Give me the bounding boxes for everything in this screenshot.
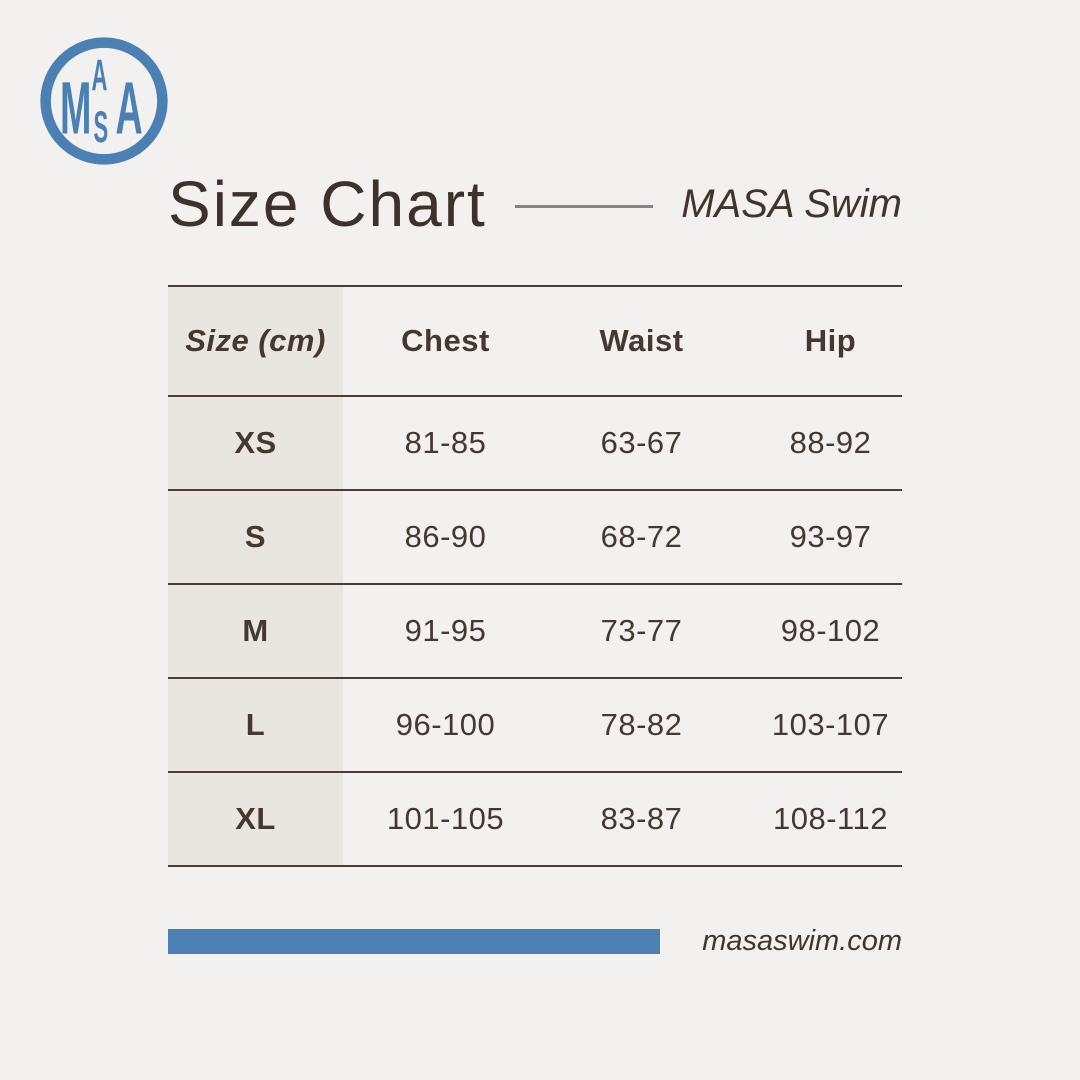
column-header-size: Size (cm) — [168, 286, 343, 396]
footer: masaswim.com — [168, 918, 902, 964]
column-header-hip: Hip — [804, 323, 857, 358]
waist-value: 73-77 — [600, 613, 683, 648]
table-row-l: L 96-100 78-82 103-107 — [168, 678, 902, 772]
title-divider-line — [514, 204, 653, 208]
hip-value: 103-107 — [771, 707, 890, 742]
size-chart-table: Size (cm) Chest Waist Hip XS 81-85 63-67… — [168, 285, 902, 867]
logo-letter-a-top: A — [92, 51, 108, 100]
waist-value: 63-67 — [600, 425, 683, 460]
logo-letter-m: M — [60, 68, 91, 150]
title-bar: Size Chart MASA Swim — [168, 160, 902, 248]
table-row-m: M 91-95 73-77 98-102 — [168, 584, 902, 678]
logo-ring — [40, 37, 168, 165]
table-row-xs: XS 81-85 63-67 88-92 — [168, 396, 902, 490]
column-header-waist: Waist — [599, 323, 684, 358]
table-header-row: Size (cm) Chest Waist Hip — [168, 286, 902, 396]
size-chart-table-container: Size (cm) Chest Waist Hip XS 81-85 63-67… — [168, 285, 902, 867]
chest-value: 101-105 — [386, 801, 505, 836]
hip-value: 88-92 — [789, 425, 872, 460]
chest-value: 81-85 — [404, 425, 487, 460]
chest-value: 96-100 — [395, 707, 496, 742]
waist-value: 78-82 — [600, 707, 683, 742]
website-url: masaswim.com — [702, 924, 902, 957]
page-title: Size Chart — [168, 168, 487, 240]
table-row-s: S 86-90 68-72 93-97 — [168, 490, 902, 584]
hip-value: 93-97 — [789, 519, 872, 554]
brand-name: MASA Swim — [681, 181, 902, 226]
table-row-xl: XL 101-105 83-87 108-112 — [168, 772, 902, 866]
waist-value: 83-87 — [600, 801, 683, 836]
logo-letter-a-right: A — [115, 68, 142, 150]
masa-logo-icon: M A S A — [40, 37, 168, 165]
chest-value: 91-95 — [404, 613, 487, 648]
size-label: S — [168, 490, 343, 584]
size-label: XS — [168, 396, 343, 490]
logo-letter-s: S — [93, 103, 108, 152]
chest-value: 86-90 — [404, 519, 487, 554]
size-label: L — [168, 678, 343, 772]
hip-value: 98-102 — [780, 613, 881, 648]
size-label: M — [168, 584, 343, 678]
hip-value: 108-112 — [773, 801, 888, 836]
size-label: XL — [168, 772, 343, 866]
waist-value: 68-72 — [600, 519, 683, 554]
column-header-chest: Chest — [401, 323, 490, 358]
accent-bar — [168, 928, 660, 954]
